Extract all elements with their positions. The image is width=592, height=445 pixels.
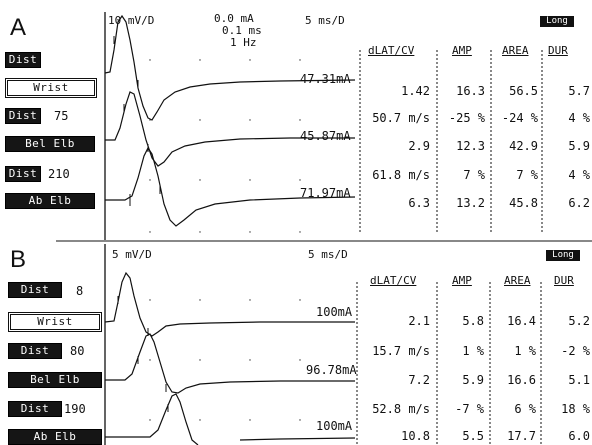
panel-b-distance-80: 80 xyxy=(70,344,85,358)
panel-b-trace-1 xyxy=(104,271,355,337)
panel-a-cell: 56.5 xyxy=(509,84,538,98)
panel-a-cell: 13.2 xyxy=(456,196,485,210)
panel-b-cell: 17.7 xyxy=(507,429,536,443)
panel-b-distance-8: 8 xyxy=(76,284,84,298)
panel-a-cell: 5.9 xyxy=(568,139,590,153)
panel-a-header-amp: AMP xyxy=(452,44,472,57)
panel-b-trace-3 xyxy=(105,393,199,445)
panel-a-cell: 4 % xyxy=(568,168,590,182)
panel-b-cell: 6.0 xyxy=(568,429,590,443)
panel-b-cell: 16.4 xyxy=(507,314,536,328)
panel-b-trace-2 xyxy=(105,333,355,394)
panel-b-cell: 1 % xyxy=(462,344,484,358)
panel-b-trace-3-tail xyxy=(239,437,356,441)
panel-b-cell: 18 % xyxy=(561,402,590,416)
panel-a-cell: -24 % xyxy=(501,111,538,125)
panel-b-trace-2-amp: 96.78mA xyxy=(306,363,357,377)
panel-b-header-dlat: dLAT/CV xyxy=(370,274,417,287)
panel-b-header-amp: AMP xyxy=(452,274,472,287)
panel-a-distance-75: 75 xyxy=(54,109,69,123)
panel-a-cell: 6.2 xyxy=(568,196,590,210)
panel-b-cell: 5.8 xyxy=(462,314,484,328)
panel-a-header-dur: DUR xyxy=(548,44,568,57)
panel-a-site-dist-3[interactable]: Dist xyxy=(5,166,41,182)
panel-b-cell: -2 % xyxy=(561,344,590,358)
panel-a-cell: 42.9 xyxy=(509,139,538,153)
panel-a-trace-1-amp: 47.31mA xyxy=(300,72,351,86)
panel-a-site-wrist[interactable]: Wrist xyxy=(5,78,97,98)
panel-b-cell: 15.7 m/s xyxy=(372,344,430,358)
panel-a-grid xyxy=(149,59,301,233)
panel-a-sensitivity: 10 mV/D xyxy=(108,14,155,27)
panel-a-cell: 1.42 xyxy=(401,84,430,98)
panel-a-site-dist-1[interactable]: Dist xyxy=(5,52,41,68)
panel-a-stim-duration: 0.1 ms xyxy=(222,24,262,37)
panel-b-site-bel-elb[interactable]: Bel Elb xyxy=(8,372,102,388)
panel-a-cell: 61.8 m/s xyxy=(372,168,430,182)
panel-b-cell: 2.1 xyxy=(408,314,430,328)
panel-a-sweep: 5 ms/D xyxy=(305,14,345,27)
panel-b-cell: 52.8 m/s xyxy=(372,402,430,416)
panel-b-letter: B xyxy=(10,246,27,273)
panel-a-cell: 6.3 xyxy=(408,196,430,210)
panel-a-cell: 2.9 xyxy=(408,139,430,153)
panel-b-cell: 1 % xyxy=(514,344,536,358)
panel-b-sweep: 5 ms/D xyxy=(308,248,348,261)
panel-b-site-wrist[interactable]: Wrist xyxy=(8,312,102,332)
panel-a-long-badge[interactable]: Long xyxy=(540,16,574,27)
panel-a-distance-210: 210 xyxy=(48,167,70,181)
panel-a-site-bel-elb[interactable]: Bel Elb xyxy=(5,136,95,152)
panel-a-cell: 12.3 xyxy=(456,139,485,153)
panel-b-sensitivity: 5 mV/D xyxy=(112,248,152,261)
panel-b-site-dist-1[interactable]: Dist xyxy=(8,282,62,298)
panel-a-cell: 7 % xyxy=(463,168,485,182)
panel-a-stim-current: 0.0 mA xyxy=(214,12,254,25)
panel-a-cell: 16.3 xyxy=(456,84,485,98)
panel-a-header-dlat: dLAT/CV xyxy=(368,44,415,57)
panel-b-cell: -7 % xyxy=(455,402,484,416)
panel-b-distance-190: 190 xyxy=(64,402,86,416)
panel-a-cell: 4 % xyxy=(568,111,590,125)
panel-b-trace-1-amp: 100mA xyxy=(316,305,353,319)
panel-a-cell: 5.7 xyxy=(568,84,590,98)
panel-a-site-ab-elb[interactable]: Ab Elb xyxy=(5,193,95,209)
panel-b-header-dur: DUR xyxy=(554,274,574,287)
panel-b-grid xyxy=(149,299,301,421)
panel-b-cell: 6 % xyxy=(514,402,536,416)
panel-b-cell: 5.9 xyxy=(462,373,484,387)
panel-a-cell: 45.8 xyxy=(509,196,538,210)
panel-a-cell: -25 % xyxy=(448,111,485,125)
panel-a-cell: 7 % xyxy=(516,168,538,182)
panel-b-trace-3-amp: 100mA xyxy=(316,419,353,433)
panel-a-header-area: AREA xyxy=(502,44,529,57)
panel-a-stim-rate: 1 Hz xyxy=(230,36,257,49)
panel-a-trace-1 xyxy=(104,14,356,121)
panel-b-cell: 16.6 xyxy=(507,373,536,387)
panel-a-letter: A xyxy=(10,14,27,41)
panel-b-long-badge[interactable]: Long xyxy=(546,250,580,261)
panel-b-cell: 5.5 xyxy=(462,429,484,443)
panel-b-cell: 7.2 xyxy=(408,373,430,387)
panel-a-trace-3-amp: 71.97mA xyxy=(300,186,351,200)
panel-b-site-dist-2[interactable]: Dist xyxy=(8,343,62,359)
panel-b-header-area: AREA xyxy=(504,274,531,287)
panel-a-trace-3 xyxy=(105,146,356,227)
panel-b-site-ab-elb[interactable]: Ab Elb xyxy=(8,429,102,445)
panel-b-cell: 5.2 xyxy=(568,314,590,328)
panel-b-cell: 5.1 xyxy=(568,373,590,387)
panel-a-cell: 50.7 m/s xyxy=(372,111,430,125)
panel-a-trace-2-amp: 45.87mA xyxy=(300,129,351,143)
panel-b-cell: 10.8 xyxy=(401,429,430,443)
panel-a-site-dist-2[interactable]: Dist xyxy=(5,108,41,124)
panel-b-site-dist-3[interactable]: Dist xyxy=(8,401,62,417)
